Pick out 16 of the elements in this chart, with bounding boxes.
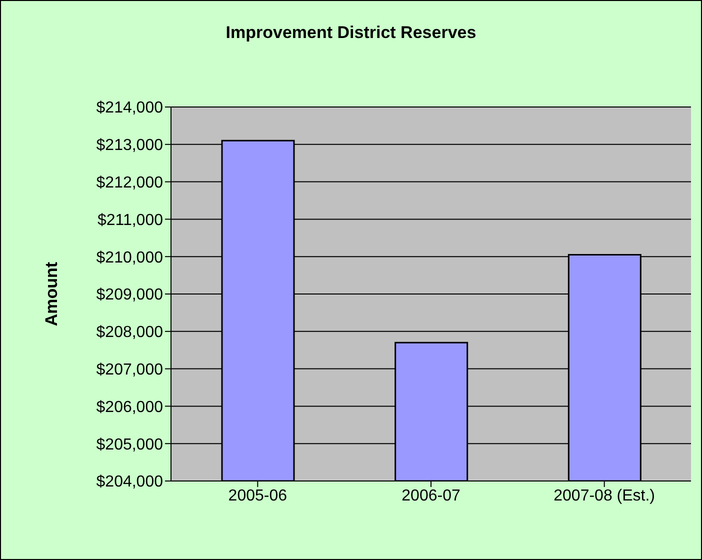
y-tick-label: $210,000 xyxy=(96,249,164,266)
x-tick-label: 2007-08 (Est.) xyxy=(554,487,656,504)
y-axis-title: Amount xyxy=(42,262,62,326)
y-tick-label: $208,000 xyxy=(96,324,164,342)
y-tick-label: $211,000 xyxy=(97,212,164,229)
y-tick-label: $213,000 xyxy=(96,137,164,154)
chart-title: Improvement District Reserves xyxy=(224,23,478,43)
y-tick-label: $209,000 xyxy=(96,286,164,304)
y-tick-label: $207,000 xyxy=(96,361,164,378)
y-tick-label: $206,000 xyxy=(96,398,164,416)
x-tick-label: 2005-06 xyxy=(228,487,288,504)
y-tick-label: $214,000 xyxy=(96,100,164,117)
x-tick-label: 2006-07 xyxy=(402,487,460,504)
y-tick-label: $204,000 xyxy=(96,474,164,491)
y-tick-label: $212,000 xyxy=(96,174,164,192)
y-tick-label: $205,000 xyxy=(96,436,164,454)
